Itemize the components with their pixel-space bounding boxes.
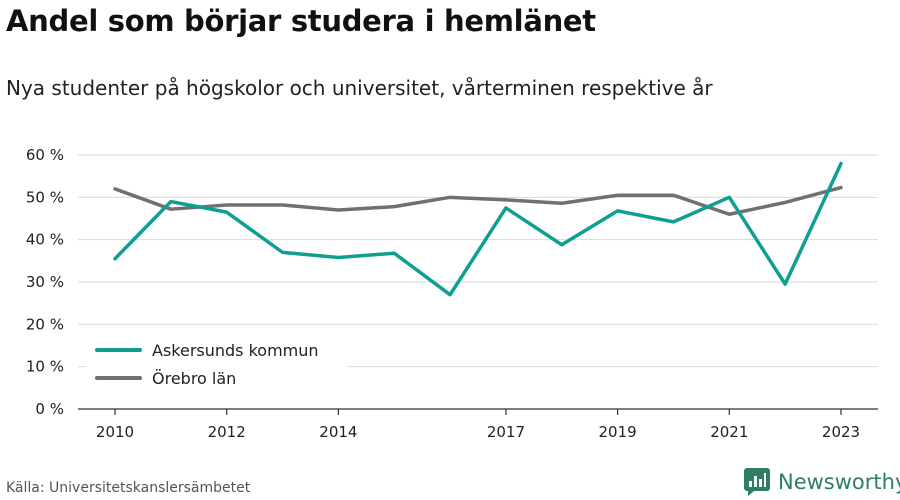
x-tick-label: 2012 — [208, 423, 246, 441]
brand-name: Newsworthy — [778, 470, 900, 494]
x-tick-label: 2023 — [822, 423, 860, 441]
x-tick-label: 2021 — [710, 423, 748, 441]
x-tick-label: 2017 — [487, 423, 525, 441]
series-lines — [113, 161, 843, 297]
legend-label: Askersunds kommun — [152, 341, 319, 360]
y-tick-label: 40 % — [26, 231, 64, 249]
source-note: Källa: Universitetskanslersämbetet — [6, 480, 251, 496]
y-tick-label: 60 % — [26, 146, 64, 164]
y-tick-label: 50 % — [26, 188, 64, 206]
y-tick-label: 0 % — [35, 400, 64, 418]
x-tick-label: 2019 — [599, 423, 637, 441]
legend-label: Örebro län — [152, 369, 236, 388]
grid-lines — [78, 154, 878, 368]
series-line-askersund — [113, 161, 843, 297]
chart-title: Andel som börjar studera i hemlänet — [6, 4, 596, 38]
legend: Askersunds kommun Örebro län — [86, 336, 348, 394]
brand-logo: Newsworthy — [744, 466, 900, 498]
x-tick-label: 2014 — [319, 423, 357, 441]
y-tick-label: 30 % — [26, 273, 64, 291]
y-tick-label: 20 % — [26, 315, 64, 333]
x-axis-tick-labels: 2010 2012 2014 2017 2019 2021 2023 — [96, 423, 860, 441]
newsworthy-logo-icon — [744, 468, 770, 496]
chart-subtitle: Nya studenter på högskolor och universit… — [6, 76, 713, 100]
y-tick-label: 10 % — [26, 358, 64, 376]
x-axis — [78, 408, 878, 415]
x-tick-label: 2010 — [96, 423, 134, 441]
legend-background — [86, 336, 348, 394]
y-axis-tick-labels: 0 % 10 % 20 % 30 % 40 % 50 % 60 % — [26, 146, 64, 418]
series-line-orebro — [113, 185, 843, 217]
